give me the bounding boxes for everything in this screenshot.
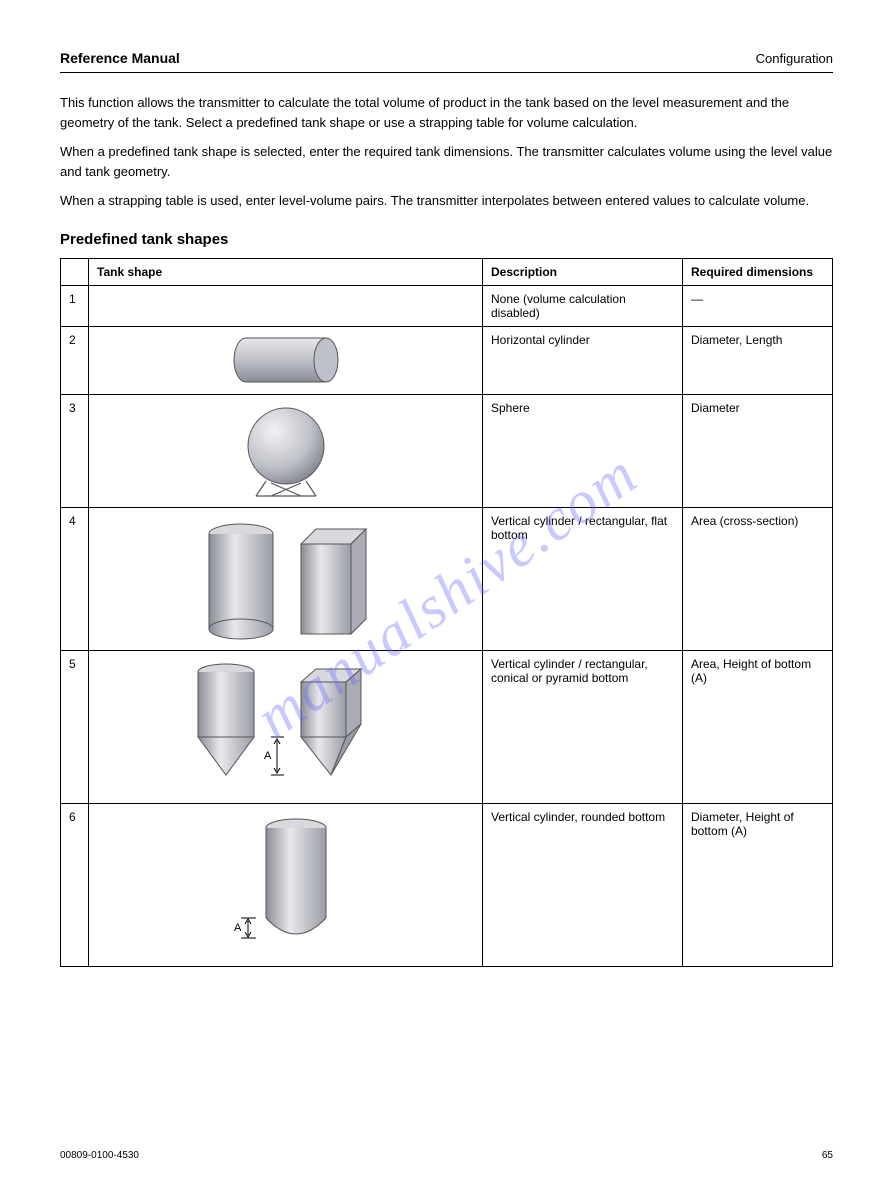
intro-p1: This function allows the transmitter to … — [60, 93, 833, 132]
footer-left: 00809-0100-4530 — [60, 1150, 139, 1161]
row-dims: — — [683, 285, 833, 326]
page-header: Reference Manual Configuration — [60, 50, 833, 73]
table-row: 5 A — [61, 650, 833, 803]
row-dims: Area (cross-section) — [683, 507, 833, 650]
shape-vcone: A — [89, 650, 483, 803]
row-num: 4 — [61, 507, 89, 650]
row-num: 1 — [61, 285, 89, 326]
th-shape: Tank shape — [89, 258, 483, 285]
row-num: 6 — [61, 803, 89, 966]
section-title: Predefined tank shapes — [60, 231, 833, 248]
row-dims: Area, Height of bottom (A) — [683, 650, 833, 803]
shape-vround: A — [89, 803, 483, 966]
th-desc: Description — [483, 258, 683, 285]
row-desc: Sphere — [483, 394, 683, 507]
row-num: 3 — [61, 394, 89, 507]
table-row: 4 Vertical cylinder / rectangular, flat … — [61, 507, 833, 650]
shape-sphere — [89, 394, 483, 507]
svg-text:A: A — [264, 750, 272, 762]
table-row: 3 Sphere Diameter — [61, 394, 833, 507]
row-num: 2 — [61, 326, 89, 394]
table-row: 6 A Vertical cylinder, rounded bottom Di… — [61, 803, 833, 966]
tank-shape-table: Tank shape Description Required dimensio… — [60, 258, 833, 967]
row-desc: Vertical cylinder / rectangular, conical… — [483, 650, 683, 803]
header-title: Reference Manual — [60, 50, 180, 66]
row-dims: Diameter, Length — [683, 326, 833, 394]
row-desc: Horizontal cylinder — [483, 326, 683, 394]
th-dims: Required dimensions — [683, 258, 833, 285]
shape-none — [89, 285, 483, 326]
shape-vflat — [89, 507, 483, 650]
intro-p3: When a strapping table is used, enter le… — [60, 191, 833, 211]
table-row: 2 Horizontal cylinder Diameter, Length — [61, 326, 833, 394]
header-section: Configuration — [756, 51, 833, 66]
th-num — [61, 258, 89, 285]
row-desc: Vertical cylinder, rounded bottom — [483, 803, 683, 966]
intro-p2: When a predefined tank shape is selected… — [60, 142, 833, 181]
row-num: 5 — [61, 650, 89, 803]
row-dims: Diameter, Height of bottom (A) — [683, 803, 833, 966]
table-row: 1 None (volume calculation disabled) — — [61, 285, 833, 326]
table-header-row: Tank shape Description Required dimensio… — [61, 258, 833, 285]
page-footer: 00809-0100-4530 65 — [60, 1150, 833, 1161]
shape-hcyl — [89, 326, 483, 394]
intro-text: This function allows the transmitter to … — [60, 93, 833, 211]
footer-right: 65 — [822, 1150, 833, 1161]
row-desc: Vertical cylinder / rectangular, flat bo… — [483, 507, 683, 650]
svg-text:A: A — [234, 922, 242, 934]
row-dims: Diameter — [683, 394, 833, 507]
row-desc: None (volume calculation disabled) — [483, 285, 683, 326]
